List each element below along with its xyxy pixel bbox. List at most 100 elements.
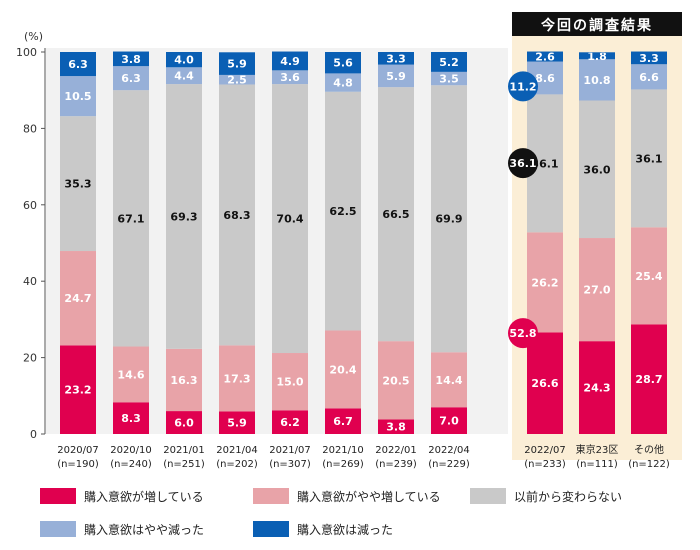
x-tick-sample-size: (n=202) xyxy=(216,459,258,470)
bar-segment xyxy=(272,84,308,354)
x-tick-sample-size: (n=233) xyxy=(524,459,566,470)
bar-cap xyxy=(579,52,615,53)
bar-segment xyxy=(219,411,255,434)
x-tick-sample-size: (n=307) xyxy=(269,459,311,470)
bar-segment xyxy=(325,330,361,409)
data-label: 6.3 xyxy=(68,58,88,71)
data-label: 8.6 xyxy=(535,72,555,85)
callouts: 11.2 36.1 52.8 xyxy=(508,71,538,349)
bar-segment xyxy=(631,227,667,325)
legend-item: 以前から変わらない xyxy=(470,488,622,504)
bar-stack: 8.3 14.6 67.1 6.3 3.8 xyxy=(113,51,149,434)
bar-stack: 3.8 20.5 66.5 5.9 3.3 xyxy=(378,52,414,434)
x-tick-sample-size: (n=122) xyxy=(628,459,670,470)
data-label: 5.6 xyxy=(333,57,353,70)
data-label: 14.6 xyxy=(117,368,144,381)
y-tick-label: 80 xyxy=(23,122,37,135)
callout-value: 36.1 xyxy=(509,157,536,170)
data-label: 17.3 xyxy=(223,372,250,385)
bar-segment xyxy=(113,51,149,67)
bar-segment xyxy=(631,89,667,228)
data-label: 7.0 xyxy=(439,415,459,428)
bar-cap xyxy=(272,51,308,53)
x-tick-label: 2022/04 xyxy=(428,445,470,456)
bar-segment xyxy=(431,52,467,72)
data-label: 6.6 xyxy=(639,71,659,84)
bar-cap xyxy=(631,51,667,53)
bar-cap xyxy=(113,51,149,53)
x-tick-sample-size: (n=239) xyxy=(375,459,417,470)
x-tick-label: 東京23区 xyxy=(576,443,619,456)
bar-segment xyxy=(113,90,149,347)
bar-stack: 26.6 26.2 36.1 8.6 2.6 xyxy=(527,51,563,434)
data-label: 68.3 xyxy=(223,209,250,222)
data-label: 5.9 xyxy=(227,417,247,430)
bar-stack: 28.7 25.4 36.1 6.6 3.3 xyxy=(631,51,667,434)
x-tick-label: 2021/04 xyxy=(216,445,258,456)
bar-segment xyxy=(219,52,255,75)
bar-stack: 5.9 17.3 68.3 2.5 5.9 xyxy=(219,52,255,434)
data-label: 23.2 xyxy=(64,384,91,397)
x-tick-label: 2021/07 xyxy=(269,445,311,456)
y-tick-label: 60 xyxy=(23,199,37,212)
x-tick-sample-size: (n=190) xyxy=(57,459,99,470)
bar-segment xyxy=(272,51,308,71)
data-label: 3.3 xyxy=(639,52,659,65)
data-label: 69.9 xyxy=(435,213,462,226)
data-label: 20.5 xyxy=(382,374,409,387)
bar-segment xyxy=(166,348,202,412)
data-label: 1.8 xyxy=(587,50,607,63)
bar-segment xyxy=(631,51,667,65)
bar-segment xyxy=(378,87,414,342)
data-label: 4.0 xyxy=(174,54,194,67)
y-axis-unit: (%) xyxy=(24,30,43,43)
bar-stack: 23.2 24.7 35.3 10.5 6.3 xyxy=(60,52,96,434)
data-label: 10.5 xyxy=(64,90,91,103)
data-label: 6.2 xyxy=(280,416,300,429)
bar-cap xyxy=(527,51,563,53)
data-label: 3.8 xyxy=(386,421,406,434)
bar-segment xyxy=(579,52,615,60)
x-tick-sample-size: (n=240) xyxy=(110,459,152,470)
x-tick-label: 2021/10 xyxy=(322,445,364,456)
x-tick-sample-size: (n=229) xyxy=(428,459,470,470)
data-label: 3.5 xyxy=(439,73,459,86)
data-label: 26.6 xyxy=(531,377,558,390)
bar-segment xyxy=(113,346,149,403)
bar-segment xyxy=(272,353,308,411)
bar-cap xyxy=(431,52,467,53)
data-label: 3.6 xyxy=(280,71,300,84)
x-tick-label: 2022/01 xyxy=(375,445,417,456)
bar-segment xyxy=(325,91,361,331)
bar-segment xyxy=(219,84,255,346)
legend-label: 購入意欲がやや増している xyxy=(297,489,441,504)
data-label: 70.4 xyxy=(276,213,303,226)
y-tick-label: 20 xyxy=(23,352,37,365)
y-tick-label: 40 xyxy=(23,275,37,288)
bar-cap xyxy=(60,52,96,53)
bar-segment xyxy=(166,411,202,434)
bar-segment xyxy=(272,410,308,434)
bar-segment xyxy=(325,408,361,434)
legend-item: 購入意欲がやや増している xyxy=(253,488,441,504)
legend-label: 購入意欲はやや減った xyxy=(84,522,204,537)
bar-segment xyxy=(527,51,563,62)
bar-segment xyxy=(219,345,255,412)
legend-swatch xyxy=(253,488,289,504)
bar-segment xyxy=(325,73,361,92)
x-tick-label: 2021/01 xyxy=(163,445,205,456)
data-label: 3.3 xyxy=(386,52,406,65)
data-label: 5.9 xyxy=(227,58,247,71)
bar-stack: 6.2 15.0 70.4 3.6 4.9 xyxy=(272,51,308,434)
x-tick-sample-size: (n=111) xyxy=(576,459,618,470)
y-tick-label: 0 xyxy=(30,428,37,441)
bar-cap xyxy=(378,52,414,53)
data-label: 8.3 xyxy=(121,412,141,425)
data-label: 14.4 xyxy=(435,374,462,387)
bar-stack: 7.0 14.4 69.9 3.5 5.2 xyxy=(431,52,467,434)
highlight-banner-title: 今回の調査結果 xyxy=(540,17,653,34)
bar-cap xyxy=(166,52,202,53)
data-label: 28.7 xyxy=(635,373,662,386)
bar-segment xyxy=(60,345,96,434)
